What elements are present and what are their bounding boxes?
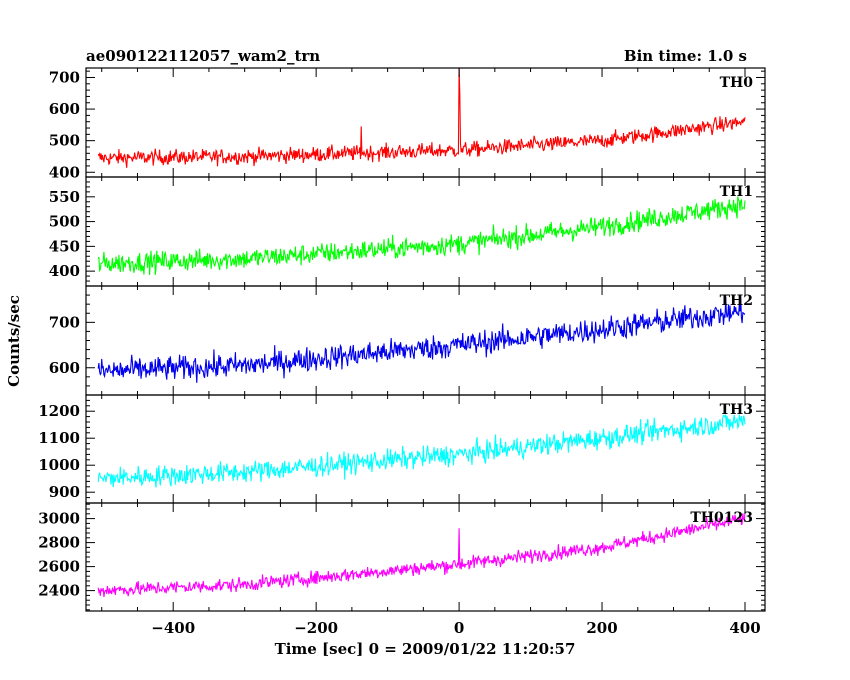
panel-frame [85, 502, 766, 612]
series-line-th3 [97, 414, 746, 488]
series-line-th1 [97, 196, 746, 276]
y-tick-label: 500 [49, 213, 80, 231]
x-tick-label: −200 [294, 619, 338, 637]
y-tick-label: 1200 [38, 402, 80, 420]
y-tick-label: 700 [49, 313, 80, 331]
x-tick-labels: −400 −200 0 200 400 [151, 619, 760, 637]
panel-th0123: 2400 2600 2800 3000 TH0123 [38, 502, 766, 612]
y-tick-label: 550 [49, 188, 80, 206]
y-tick-label: 600 [49, 359, 80, 377]
y-tick-label: 450 [49, 237, 80, 255]
y-tick-label: 1100 [38, 429, 80, 447]
x-tick-label: 400 [729, 619, 760, 637]
y-tick-label: 3000 [38, 510, 80, 528]
band-label-th1: TH1 [720, 184, 753, 200]
panel-th3: 900 1000 1100 1200 TH3 [38, 394, 766, 504]
chart-panels: 400 500 600 700 TH0 400 450 500 550 TH1 600 700 TH2 9… [38, 67, 766, 612]
x-axis-label: Time [sec] 0 = 2009/01/22 11:20:57 [275, 640, 576, 658]
y-tick-label: 400 [49, 262, 80, 280]
chart-title-left: ae090122112057_wam2_trn [86, 47, 320, 65]
x-tick-label: −400 [151, 619, 195, 637]
band-label-th2: TH2 [720, 293, 753, 309]
band-label-th0: TH0 [720, 75, 754, 91]
panel-th2: 600 700 TH2 [49, 285, 766, 396]
panel-th1: 400 450 500 550 TH1 [49, 176, 766, 287]
y-tick-label: 400 [49, 163, 80, 181]
panel-th0: 400 500 600 700 TH0 [49, 67, 766, 181]
y-tick-label: 2800 [38, 534, 80, 552]
y-axis-label: Counts/sec [5, 295, 23, 387]
panel-frame [85, 394, 766, 504]
series-line-th0123 [97, 512, 746, 598]
x-tick-label: 200 [586, 619, 617, 637]
band-label-th3: TH3 [720, 402, 753, 418]
y-tick-label: 500 [49, 132, 80, 150]
chart-title-right: Bin time: 1.0 s [624, 47, 747, 65]
x-tick-label: 0 [454, 619, 464, 637]
y-tick-label: 700 [49, 68, 80, 86]
band-label-th0123: TH0123 [690, 510, 753, 526]
y-tick-label: 1000 [38, 456, 80, 474]
series-line-th0 [97, 68, 746, 168]
y-tick-label: 900 [49, 483, 80, 501]
y-tick-label: 2400 [38, 582, 80, 600]
series-line-th2 [97, 297, 746, 383]
y-tick-label: 2600 [38, 558, 80, 576]
y-tick-label: 600 [49, 100, 80, 118]
